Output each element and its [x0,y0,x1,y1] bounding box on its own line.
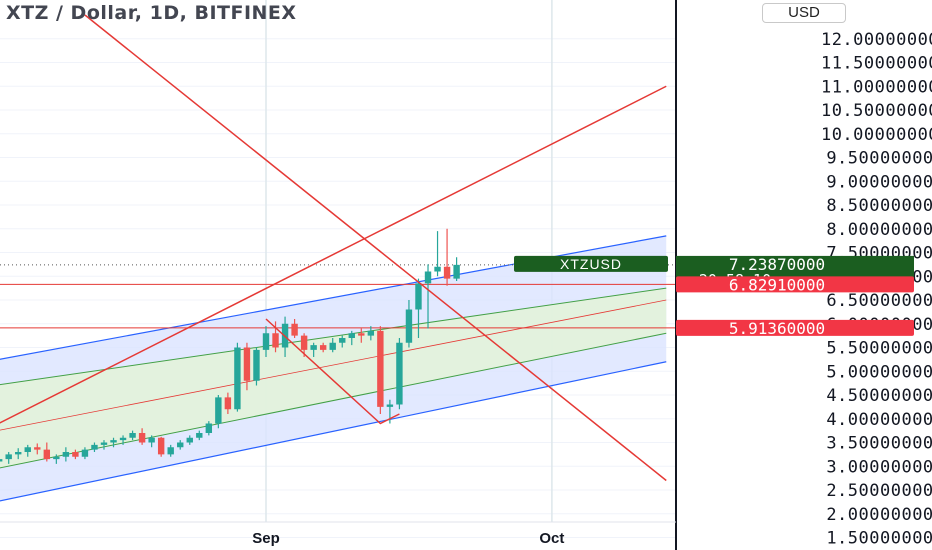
candle-body [177,442,184,448]
candles [0,228,460,464]
candle-body [234,347,241,410]
candle-body [34,447,41,450]
candle-body [367,330,375,336]
candle-body [167,447,174,455]
candle-body [0,459,3,462]
candle-body [243,347,251,381]
level-price-value: 6.82910000 [729,275,825,294]
candle-body [205,423,213,433]
zigzag-line [265,318,400,425]
price-tick-label: 10.50000000 [821,101,932,121]
price-tick-label: 11.50000000 [821,54,932,74]
candle-body [319,345,327,350]
candle-body [148,437,155,443]
rising-trendline [0,85,667,424]
candle-body [358,333,365,336]
candle-body [53,456,60,460]
candle-body [253,349,260,381]
time-tick-label: Oct [539,530,564,547]
price-tick-label: 1.50000000 [826,529,932,549]
candle-body [453,264,460,279]
candle-body [157,437,165,455]
price-tags: XTZUSD7.2387000020:58:106.829100005.9136… [514,255,914,338]
candle-body [224,397,232,410]
price-tick-label: 3.00000000 [826,457,932,477]
falling-trendline [84,14,667,482]
price-tick-label: 4.50000000 [826,386,932,406]
candle-body [339,338,346,343]
candle-body [62,452,70,457]
price-tick-label: 8.50000000 [826,196,932,216]
price-tick-label: 5.00000000 [826,362,932,382]
candle-body [129,433,136,438]
candle-body [24,447,31,452]
candle-body [110,440,117,443]
last-price-value: 7.23870000 [729,255,825,274]
candle-body [272,333,279,348]
candle-body [443,266,451,279]
price-tick-label: 6.50000000 [826,291,932,311]
candle-body [291,323,298,336]
candle-body [415,283,422,310]
time-axis: Sep Oct [0,521,676,547]
candle-body [348,333,355,338]
candle-body [43,449,51,460]
candle-body [100,442,108,445]
symbol-tag-label: XTZUSD [560,256,622,272]
candle-body [5,454,12,460]
level-price-tag [676,319,914,336]
price-tick-label: 3.50000000 [826,434,932,454]
channel-median-line [0,299,667,431]
candle-body [72,452,79,457]
price-tick-label: 10.00000000 [821,125,932,145]
price-tick-label: 2.50000000 [826,481,932,501]
candle-body [424,271,432,284]
price-tick-label: 4.00000000 [826,410,932,430]
candle-body [310,345,317,350]
candle-body [215,397,222,424]
channel-inner-upper-line [0,287,667,386]
candle-body [377,330,384,407]
time-tick-label: Sep [252,530,280,547]
level-price-value: 5.91360000 [729,319,825,338]
price-tick-label: 9.00000000 [826,172,932,192]
candle-body [196,433,203,438]
candle-body [91,444,98,450]
candle-body [434,266,441,272]
price-tick-label: 2.00000000 [826,505,932,525]
price-tick-label: 12.00000000 [821,30,932,50]
candle-body [262,333,270,350]
chart-title: XTZ / Dollar, 1D, BITFINEX [6,2,297,24]
candle-body [396,342,403,405]
candle-body [81,449,89,457]
price-tick-label: 9.50000000 [826,149,932,169]
candle-body [386,404,394,407]
symbol-tag [514,255,668,272]
level-price-tag [676,276,914,293]
price-tick-label: 5.50000000 [826,339,932,359]
trendlines [0,14,667,482]
currency-button[interactable]: USD [762,3,846,23]
candle-body [15,452,22,455]
price-tick-label: 8.00000000 [826,220,932,240]
candle-body [138,433,146,443]
channel-inner-fill [0,288,667,468]
candle-body [329,342,336,350]
candle-body [119,437,127,441]
price-tick-label: 11.00000000 [821,77,932,97]
candle-body [405,309,413,343]
candle-body [186,437,193,443]
candle-body [300,335,308,350]
